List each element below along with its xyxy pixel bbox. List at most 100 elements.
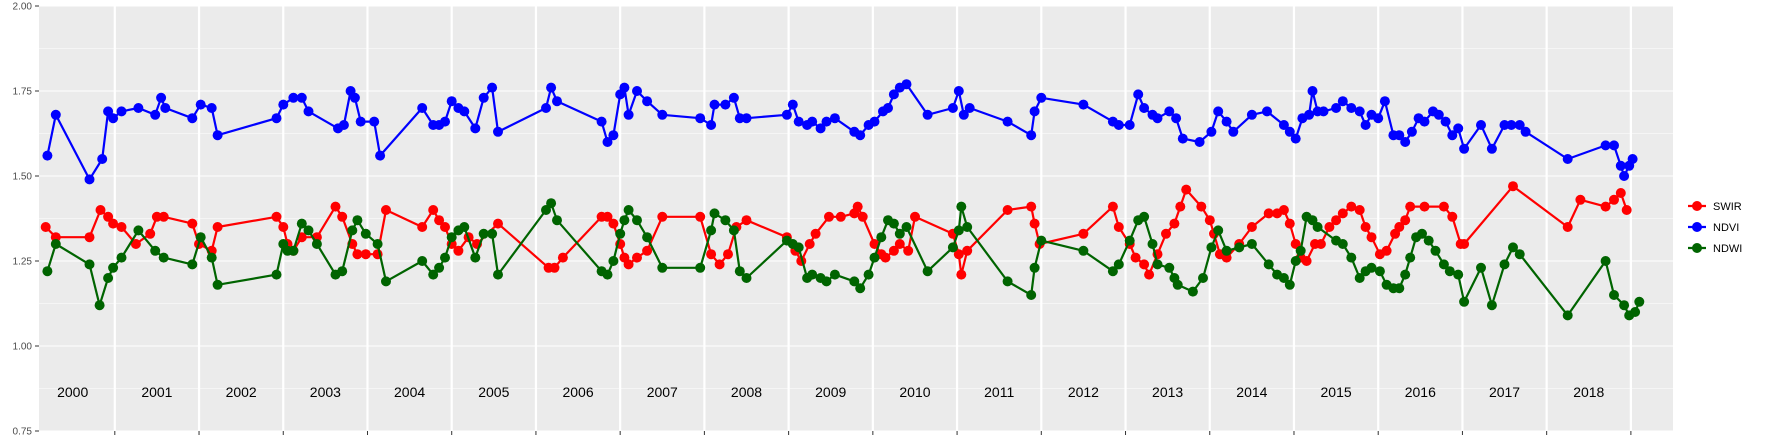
data-point: [706, 249, 717, 260]
data-point: [1366, 262, 1377, 273]
data-point: [1290, 133, 1301, 144]
data-point: [947, 242, 958, 253]
data-point: [1133, 89, 1144, 100]
data-point: [1634, 296, 1645, 307]
data-point: [709, 208, 720, 219]
data-point: [723, 249, 733, 260]
data-point: [150, 245, 161, 256]
data-point: [807, 269, 818, 280]
data-point: [84, 259, 95, 270]
data-point: [1379, 96, 1390, 107]
data-point: [552, 215, 562, 226]
data-point: [1400, 215, 1411, 226]
data-point: [1381, 245, 1392, 256]
year-label: 2018: [1573, 384, 1604, 400]
y-tick-label: 1.25: [13, 257, 33, 268]
data-point: [1228, 126, 1239, 137]
data-point: [596, 116, 607, 127]
year-label: 2001: [141, 384, 172, 400]
y-tick-label: 0.75: [13, 427, 33, 438]
data-point: [815, 123, 826, 134]
data-point: [741, 113, 752, 124]
data-point: [546, 82, 557, 93]
data-point: [623, 259, 634, 270]
data-point: [1346, 252, 1357, 263]
data-point: [440, 222, 450, 232]
data-point: [793, 116, 804, 127]
data-point: [541, 103, 551, 113]
data-point: [956, 201, 967, 212]
data-point: [1284, 218, 1295, 229]
data-point: [1181, 184, 1192, 195]
year-label: 2007: [647, 384, 678, 400]
data-point: [381, 205, 391, 215]
data-point: [487, 228, 498, 239]
data-point: [706, 120, 717, 130]
data-point: [1078, 245, 1089, 256]
data-point: [1360, 222, 1371, 232]
data-point: [1394, 283, 1405, 294]
data-point: [608, 130, 619, 141]
data-point: [1337, 239, 1348, 249]
data-point: [1262, 106, 1272, 117]
data-point: [206, 103, 217, 113]
data-point: [1304, 109, 1315, 120]
data-point: [1440, 116, 1451, 127]
data-point: [130, 239, 141, 249]
data-point: [1346, 201, 1357, 212]
data-point: [1312, 222, 1323, 232]
data-point: [962, 222, 973, 232]
data-point: [1139, 103, 1150, 113]
legend-marker: [1692, 243, 1702, 253]
data-point: [42, 266, 53, 277]
data-point: [1026, 290, 1037, 300]
data-point: [1175, 201, 1186, 212]
data-point: [804, 239, 815, 249]
data-point: [470, 123, 481, 134]
data-point: [695, 113, 706, 124]
legend-key-swir: SWIR: [1688, 201, 1742, 213]
legend-label: NDVI: [1713, 222, 1739, 234]
legend-marker: [1692, 222, 1702, 232]
data-point: [876, 232, 887, 243]
data-point: [337, 266, 348, 277]
data-point: [1284, 126, 1295, 137]
data-point: [1290, 256, 1301, 266]
y-tick-label: 1.50: [13, 172, 33, 183]
data-point: [1438, 201, 1449, 212]
data-point: [706, 225, 717, 236]
data-point: [1246, 222, 1257, 232]
data-point: [709, 99, 720, 110]
data-point: [478, 92, 489, 103]
data-point: [1307, 86, 1318, 96]
data-point: [303, 106, 314, 117]
data-point: [1002, 205, 1013, 215]
grid-layer: [39, 5, 1673, 432]
year-label: 2005: [478, 384, 509, 400]
data-point: [1444, 266, 1455, 277]
data-point: [901, 79, 912, 90]
data-point: [1453, 123, 1464, 134]
data-point: [557, 252, 568, 263]
data-point: [632, 215, 642, 226]
data-point: [1147, 239, 1158, 249]
data-point: [493, 218, 503, 229]
data-point: [288, 92, 299, 103]
data-point: [1406, 126, 1417, 137]
data-point: [953, 249, 964, 260]
data-point: [1354, 205, 1365, 215]
y-tick-label: 1.00: [13, 342, 33, 353]
data-point: [133, 103, 144, 113]
data-point: [108, 218, 119, 229]
data-point: [440, 252, 450, 263]
data-point: [1453, 269, 1464, 280]
data-point: [807, 116, 818, 127]
data-point: [1360, 120, 1371, 130]
data-point: [1139, 211, 1150, 222]
data-point: [1196, 201, 1207, 212]
data-point: [894, 228, 905, 239]
data-point: [1562, 154, 1573, 164]
data-point: [829, 269, 840, 280]
data-point: [1486, 143, 1497, 154]
data-point: [1036, 92, 1047, 103]
